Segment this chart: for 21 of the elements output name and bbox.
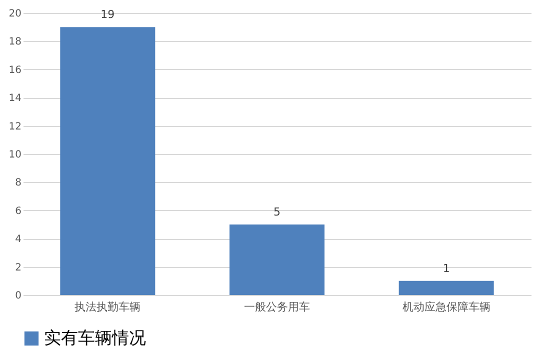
y-tick-label: 2 (15, 262, 22, 274)
y-tick-label: 20 (8, 8, 22, 20)
bar (230, 224, 324, 295)
y-tick-label: 14 (8, 93, 22, 104)
data-label: 19 (100, 8, 115, 22)
bar (398, 280, 494, 295)
y-tick-label: 6 (15, 206, 22, 217)
x-tick-label: 一般公务用车 (244, 300, 310, 314)
y-tick-label: 16 (8, 64, 22, 76)
y-tick-label: 4 (15, 234, 22, 246)
bar (60, 27, 156, 295)
y-tick-label: 8 (15, 178, 22, 189)
data-label: 5 (274, 206, 280, 218)
legend-label: 实有车辆情况 (44, 328, 146, 348)
y-tick-label: 0 (15, 290, 22, 302)
x-tick-label: 执法执勤车辆 (74, 300, 141, 314)
x-tick-label: 机动应急保障车辆 (402, 300, 490, 314)
data-label: 1 (442, 262, 450, 275)
y-tick-label: 10 (8, 150, 22, 160)
y-tick-label: 18 (8, 36, 22, 48)
y-tick-label: 12 (8, 121, 22, 132)
